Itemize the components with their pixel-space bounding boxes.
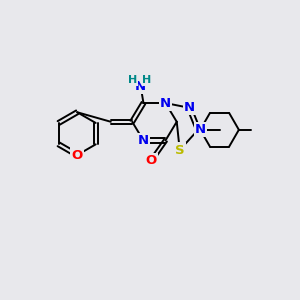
Text: O: O (146, 154, 157, 167)
Text: H: H (142, 75, 152, 85)
Text: H: H (128, 75, 138, 85)
Text: N: N (135, 80, 146, 93)
Text: N: N (160, 97, 171, 110)
Text: N: N (195, 123, 206, 136)
Text: S: S (175, 143, 184, 157)
Text: N: N (184, 101, 195, 114)
Text: O: O (72, 148, 83, 162)
Text: N: N (138, 134, 149, 147)
